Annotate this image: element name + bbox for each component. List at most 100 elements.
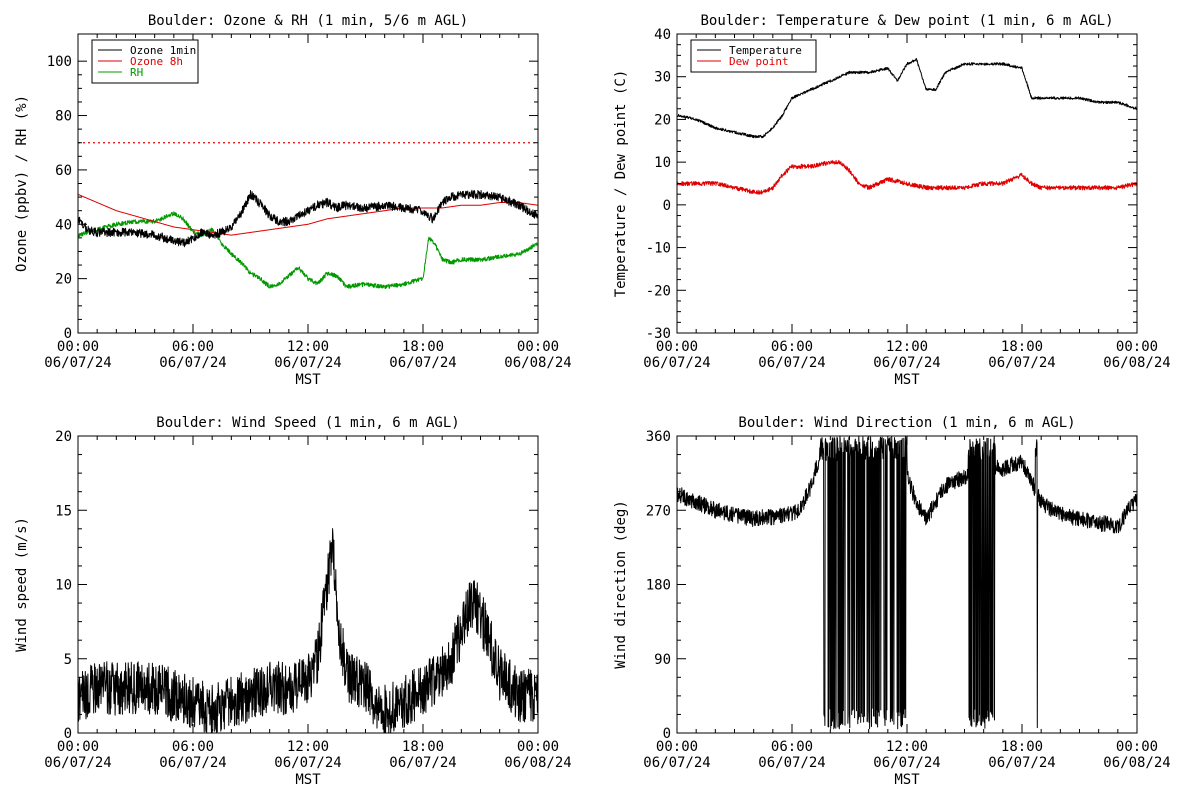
y-tick-label: 0 xyxy=(663,198,671,214)
x-tick-date-label: 06/07/24 xyxy=(758,355,825,371)
y-axis-label: Ozone (ppbv) / RH (%) xyxy=(14,95,30,272)
x-tick-date-label: 06/08/24 xyxy=(1103,355,1170,371)
legend-label: Temperature xyxy=(729,44,802,57)
chart-title: Boulder: Wind Direction (1 min, 6 m AGL) xyxy=(738,415,1075,431)
temperature-panel: Boulder: Temperature & Dew point (1 min,… xyxy=(613,13,1171,388)
x-tick-date-label: 06/08/24 xyxy=(1103,755,1170,771)
x-tick-label: 00:00 xyxy=(517,739,559,755)
y-tick-label: 10 xyxy=(654,155,671,171)
y-tick-label: -20 xyxy=(646,283,671,299)
x-tick-label: 00:00 xyxy=(1116,739,1158,755)
legend-label: Dew point xyxy=(729,55,789,68)
x-tick-date-label: 06/07/24 xyxy=(389,355,456,371)
x-axis-label: MST xyxy=(894,772,920,788)
y-tick-label: 180 xyxy=(646,578,671,594)
x-tick-label: 06:00 xyxy=(172,339,214,355)
series-line-wind-speed xyxy=(78,528,538,733)
x-tick-date-label: 06/07/24 xyxy=(159,755,226,771)
y-tick-label: 90 xyxy=(654,652,671,668)
y-tick-label: 10 xyxy=(55,578,72,594)
x-tick-date-label: 06/07/24 xyxy=(643,355,710,371)
x-tick-date-label: 06/07/24 xyxy=(873,755,940,771)
x-tick-date-label: 06/07/24 xyxy=(44,755,111,771)
x-tick-label: 12:00 xyxy=(287,739,329,755)
y-tick-label: 40 xyxy=(55,217,72,233)
plot-frame xyxy=(676,435,1138,734)
series-line-dew-point xyxy=(677,159,1137,195)
x-tick-date-label: 06/08/24 xyxy=(504,355,571,371)
x-tick-date-label: 06/07/24 xyxy=(988,755,1055,771)
x-axis-label: MST xyxy=(894,372,920,388)
x-tick-date-label: 06/07/24 xyxy=(44,355,111,371)
x-tick-label: 06:00 xyxy=(172,739,214,755)
y-tick-label: 80 xyxy=(55,109,72,125)
y-tick-label: 15 xyxy=(55,503,72,519)
legend-box xyxy=(690,39,817,73)
x-tick-label: 00:00 xyxy=(517,339,559,355)
x-tick-label: 06:00 xyxy=(771,339,813,355)
chart-title: Boulder: Temperature & Dew point (1 min,… xyxy=(700,13,1113,29)
x-tick-date-label: 06/07/24 xyxy=(873,355,940,371)
x-tick-label: 00:00 xyxy=(1116,339,1158,355)
y-tick-label: 100 xyxy=(47,54,72,70)
y-axis-label: Wind speed (m/s) xyxy=(14,517,30,652)
x-tick-date-label: 06/07/24 xyxy=(988,355,1055,371)
series-line-temperature xyxy=(677,58,1137,139)
x-tick-date-label: 06/07/24 xyxy=(758,755,825,771)
y-tick-label: -10 xyxy=(646,241,671,257)
y-tick-label: 360 xyxy=(646,429,671,445)
x-tick-date-label: 06/07/24 xyxy=(389,755,456,771)
chart-title: Boulder: Wind Speed (1 min, 6 m AGL) xyxy=(156,415,459,431)
x-tick-label: 00:00 xyxy=(57,739,99,755)
x-axis-label: MST xyxy=(295,772,321,788)
y-tick-label: 0 xyxy=(64,326,72,342)
series-line-rh xyxy=(78,211,538,289)
y-tick-label: 20 xyxy=(654,112,671,128)
y-tick-label: 60 xyxy=(55,163,72,179)
winddir-panel: Boulder: Wind Direction (1 min, 6 m AGL)… xyxy=(613,415,1171,788)
y-tick-label: 0 xyxy=(663,726,671,742)
series-line-ozone-8h xyxy=(78,193,538,236)
legend-label: RH xyxy=(130,66,143,79)
y-tick-label: 40 xyxy=(654,27,671,43)
legend-label: Ozone 1min xyxy=(130,44,196,57)
y-tick-label: 20 xyxy=(55,272,72,288)
x-tick-date-label: 06/07/24 xyxy=(643,755,710,771)
legend-label: Ozone 8h xyxy=(130,55,183,68)
x-tick-date-label: 06/07/24 xyxy=(159,355,226,371)
x-tick-label: 06:00 xyxy=(771,739,813,755)
y-tick-label: 30 xyxy=(654,70,671,86)
y-tick-label: 0 xyxy=(64,726,72,742)
y-tick-label: 20 xyxy=(55,429,72,445)
x-tick-label: 00:00 xyxy=(57,339,99,355)
plot-area xyxy=(78,528,538,733)
chart-title: Boulder: Ozone & RH (1 min, 5/6 m AGL) xyxy=(148,13,468,29)
x-tick-date-label: 06/07/24 xyxy=(274,355,341,371)
x-tick-label: 12:00 xyxy=(287,339,329,355)
y-axis-label: Wind direction (deg) xyxy=(613,500,629,669)
x-tick-label: 18:00 xyxy=(402,739,444,755)
series-line-ozone-1min xyxy=(78,189,538,248)
plot-area xyxy=(677,436,1137,730)
x-tick-label: 18:00 xyxy=(402,339,444,355)
x-tick-label: 12:00 xyxy=(886,739,928,755)
series-line-wind-direction xyxy=(677,436,1137,730)
windspeed-panel: Boulder: Wind Speed (1 min, 6 m AGL) 0 5 10… xyxy=(14,415,572,788)
x-tick-label: 00:00 xyxy=(656,739,698,755)
x-tick-date-label: 06/08/24 xyxy=(504,755,571,771)
x-tick-date-label: 06/07/24 xyxy=(274,755,341,771)
x-tick-label: 12:00 xyxy=(886,339,928,355)
y-axis-label: Temperature / Dew point (C) xyxy=(613,70,629,298)
y-tick-label: 5 xyxy=(64,652,72,668)
plot-area xyxy=(677,58,1137,195)
x-tick-label: 18:00 xyxy=(1001,739,1043,755)
ozone-panel: Boulder: Ozone & RH (1 min, 5/6 m AGL) 0 2… xyxy=(14,13,572,388)
y-tick-label: -30 xyxy=(646,326,671,342)
y-tick-label: 270 xyxy=(646,503,671,519)
x-axis-label: MST xyxy=(295,372,321,388)
x-tick-label: 00:00 xyxy=(656,339,698,355)
